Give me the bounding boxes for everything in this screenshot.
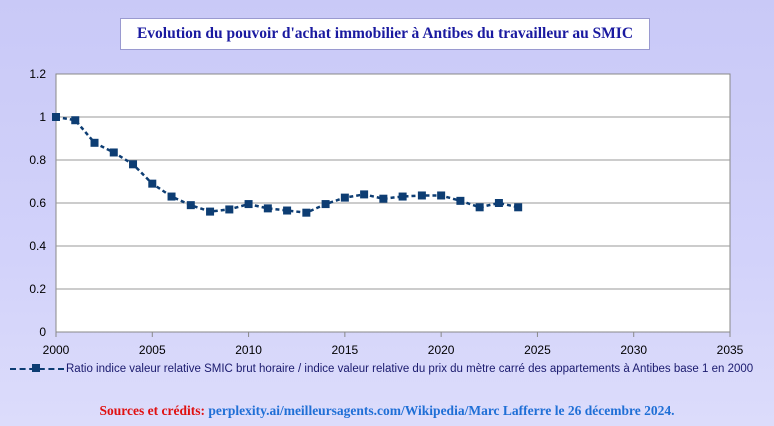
legend-key (8, 362, 66, 376)
chart-title: Evolution du pouvoir d'achat immobilier … (120, 18, 650, 50)
y-tick-label: 0.6 (29, 196, 46, 210)
data-point (514, 203, 523, 212)
credits: Sources et crédits: perplexity.ai/meille… (99, 403, 675, 418)
data-point (109, 148, 118, 157)
y-tick-label: 0.4 (29, 239, 46, 253)
data-point (379, 194, 388, 203)
x-tick-label: 2035 (717, 343, 744, 357)
data-point (302, 208, 311, 217)
data-point (475, 203, 484, 212)
data-point (148, 179, 157, 188)
data-point (90, 138, 99, 147)
y-axis-ticks: 0 0.2 0.4 0.6 0.8 1 1.2 (29, 67, 46, 339)
y-tick-label: 0.2 (29, 282, 46, 296)
data-point (417, 191, 426, 200)
x-tick-label: 2000 (43, 343, 70, 357)
data-point (360, 190, 369, 199)
data-point (186, 201, 195, 210)
data-point (456, 196, 465, 205)
data-point (494, 199, 503, 207)
data-point (167, 192, 176, 201)
data-point (225, 205, 234, 214)
x-tick-label: 2030 (620, 343, 647, 357)
x-tick-label: 2015 (332, 343, 359, 357)
credits-label: Sources et crédits: (99, 403, 205, 418)
data-points (52, 113, 523, 217)
x-tick-label: 2010 (235, 343, 262, 357)
data-point (244, 200, 253, 209)
y-tick-label: 1 (39, 110, 46, 124)
credits-text: perplexity.ai/meilleursagents.com/Wikipe… (204, 403, 672, 418)
data-point (206, 207, 215, 216)
data-point (52, 113, 60, 121)
x-axis-ticks: 2000 2005 2010 2015 2020 2025 2030 2035 (43, 332, 744, 357)
data-point (263, 204, 272, 213)
legend-label: Ratio indice valeur relative SMIC brut h… (66, 363, 754, 375)
x-tick-label: 2005 (139, 343, 166, 357)
y-tick-label: 0 (39, 325, 46, 339)
y-tick-label: 1.2 (29, 67, 46, 81)
data-point (398, 192, 407, 201)
x-tick-label: 2020 (428, 343, 455, 357)
data-point (71, 116, 80, 125)
data-point (283, 206, 292, 215)
gridlines (56, 116, 730, 290)
data-point (340, 193, 349, 202)
data-point (129, 160, 138, 169)
data-point (437, 191, 446, 200)
data-point (321, 200, 330, 209)
legend: Ratio indice valeur relative SMIC brut h… (8, 362, 770, 376)
y-tick-label: 0.8 (29, 153, 46, 167)
line-chart: 00.20.40.60.811.2 2000 2005 2010 2015 2020 20… (29, 67, 744, 357)
x-tick-label: 2025 (524, 343, 551, 357)
